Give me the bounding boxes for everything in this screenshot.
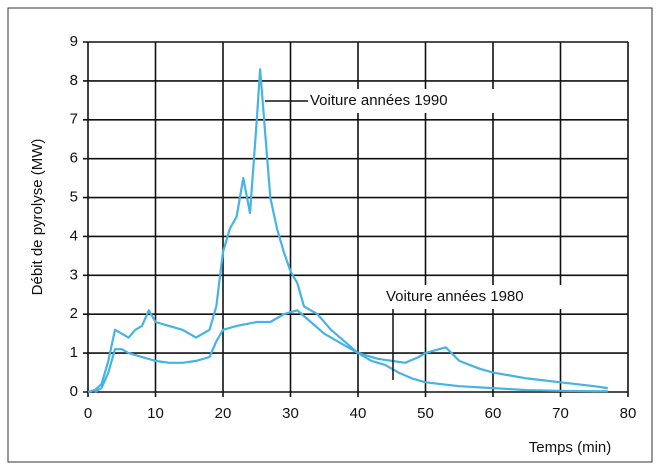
y-tick-label: 2	[70, 305, 78, 322]
x-axis-label: Temps (min)	[529, 439, 612, 456]
x-tick-label: 20	[215, 405, 232, 422]
x-tick-label: 0	[84, 405, 92, 422]
x-tick-label: 50	[417, 405, 434, 422]
y-tick-label: 0	[70, 383, 78, 400]
x-tick-label: 10	[147, 405, 164, 422]
annotation: Voiture années 1990	[310, 92, 448, 109]
data-line	[94, 309, 608, 393]
data-line	[87, 68, 608, 394]
x-tick-label: 40	[350, 405, 367, 422]
annotation: Voiture années 1980	[386, 288, 524, 305]
frame	[7, 7, 653, 463]
annotation-bg	[300, 89, 530, 113]
y-tick-label: 7	[70, 111, 78, 128]
y-tick-label: 1	[70, 344, 78, 361]
y-axis-label: Débit de pyrolyse (MW)	[29, 139, 46, 296]
y-tick-label: 8	[70, 72, 78, 89]
y-tick-label: 3	[70, 266, 78, 283]
x-tick-label: 80	[620, 405, 637, 422]
annotation-bg	[382, 285, 604, 309]
y-tick-label: 5	[70, 189, 78, 206]
y-tick-label: 6	[70, 150, 78, 167]
x-tick-label: 30	[282, 405, 299, 422]
x-tick-label: 60	[485, 405, 502, 422]
y-tick-label: 9	[70, 33, 78, 50]
y-tick-label: 4	[70, 227, 78, 244]
x-tick-label: 70	[552, 405, 569, 422]
